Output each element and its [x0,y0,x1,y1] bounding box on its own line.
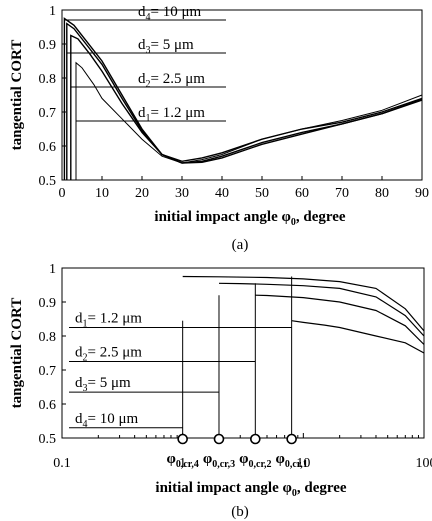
a-series-line [75,61,423,180]
a-x-tick-label: 0 [59,186,66,201]
a-x-tick-label: 20 [135,186,149,201]
b-y-axis-label: tangential CORT [9,298,25,409]
a-y-tick-label: 0.8 [39,72,57,87]
a-y-axis-label: tangential CORT [9,40,25,151]
a-series-line [63,17,423,180]
b-critical-marker [286,433,297,445]
b-y-tick-label: 0.5 [39,432,57,447]
b-critical-marker [177,433,188,445]
b-series-line [291,320,425,354]
a-x-axis-label: initial impact angle φ0, degree [154,209,345,228]
a-y-tick-label: 0.6 [39,140,57,155]
b-diameter-label: d4= 10 μm [75,411,139,430]
b-critical-label: φ0,cr,4 [166,451,198,470]
b-series-line [218,282,425,337]
b-critical-marker [213,433,225,445]
a-annotation-label: d3= 5 μm [138,37,194,56]
a-series-line [70,34,423,180]
b-y-tick-label: 0.9 [39,296,57,311]
b-series-line [255,294,425,345]
b-x-tick-label: 100 [416,456,432,471]
a-y-tick-label: 0.5 [39,174,57,189]
b-y-tick-label: 0.7 [39,364,57,379]
a-x-tick-label: 40 [215,186,229,201]
b-y-tick-label: 1 [49,262,56,277]
b-diameter-label: d3= 5 μm [75,375,131,394]
b-critical-label: φ0,cr,1 [275,451,307,470]
a-annotation-label: d4= 10 μm [138,4,202,23]
b-critical-label: φ0,cr,2 [239,451,271,470]
a-y-tick-label: 0.7 [39,106,57,121]
b-x-tick-label: 10 [296,456,310,471]
a-annotation-label: d2= 2.5 μm [138,71,205,90]
b-x-tick-label: 1 [179,456,186,471]
a-x-tick-label: 90 [415,186,429,201]
b-series-line [182,275,425,332]
a-x-tick-label: 70 [335,186,349,201]
b-critical-label: φ0,cr,3 [203,451,235,470]
a-y-tick-label: 1 [49,4,56,19]
b-critical-marker [250,433,261,445]
a-x-tick-label: 60 [295,186,309,201]
a-x-tick-label: 80 [375,186,389,201]
a-caption: (a) [232,237,249,253]
b-caption: (b) [231,504,249,520]
b-diameter-label: d1= 1.2 μm [75,311,142,330]
b-y-tick-label: 0.6 [39,398,57,413]
a-y-tick-label: 0.9 [39,38,57,53]
b-y-tick-label: 0.8 [39,330,57,345]
a-x-tick-label: 10 [95,186,109,201]
a-annotation-label: d1= 1.2 μm [138,105,205,124]
a-x-tick-label: 30 [175,186,189,201]
b-x-axis-label: initial impact angle φ0, degree [155,480,346,499]
a-x-tick-label: 50 [255,186,269,201]
b-diameter-label: d2= 2.5 μm [75,345,142,364]
a-series-line [66,22,423,180]
b-x-tick-label: 0.1 [53,456,71,471]
